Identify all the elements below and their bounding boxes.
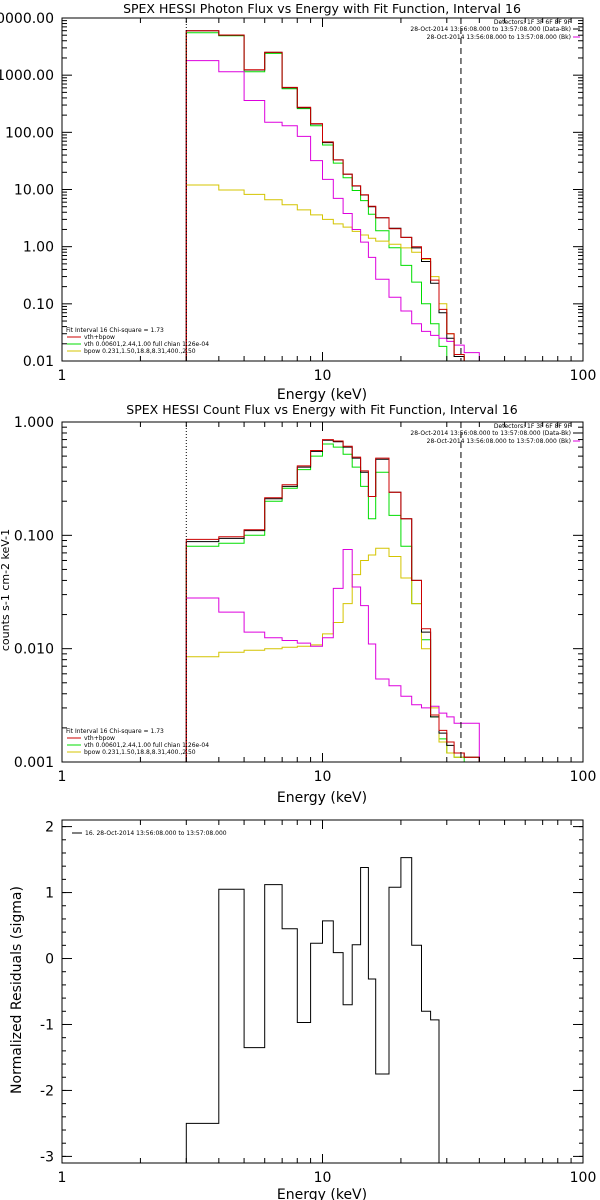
residuals-ylabel: Normalized Residuals (sigma) bbox=[9, 886, 25, 1094]
series-data-line bbox=[185, 439, 480, 762]
y-tick-label: 100.00 bbox=[5, 125, 54, 141]
series-data-line bbox=[185, 30, 465, 361]
x-tick-label: 10 bbox=[314, 1170, 332, 1186]
y-tick-label: 1 bbox=[45, 886, 54, 902]
x-tick-label: 10 bbox=[314, 368, 332, 384]
y-tick-label: 10.00 bbox=[14, 183, 54, 199]
series-vth-line bbox=[185, 32, 448, 361]
axes-frame bbox=[61, 819, 584, 1164]
residuals-xlabel: Energy (keV) bbox=[277, 1187, 367, 1200]
axes-frame bbox=[61, 17, 584, 362]
series-vth-line bbox=[185, 443, 480, 762]
y-tick-label: 0.010 bbox=[14, 642, 54, 658]
y-tick-label: 0.10 bbox=[23, 297, 54, 313]
residuals-panel: 1 10 100 -3 -2 -1 0 1 2 16. 28-Oct-2014 13:56:08.… bbox=[9, 819, 597, 1200]
x-tick-label: 100 bbox=[570, 1170, 597, 1186]
photon-flux-title: SPEX HESSI Photon Flux vs Energy with Fi… bbox=[123, 1, 521, 16]
y-tick-label: 0 bbox=[45, 952, 54, 968]
info-right-text: 28-Oct-2014 13:56:08.000 to 13:57:08.000… bbox=[410, 430, 571, 437]
x-tick-label: 1 bbox=[58, 368, 67, 384]
x-tick-label: 10 bbox=[314, 769, 332, 785]
info-left-text: vth+bpow bbox=[84, 334, 115, 341]
series-bkg-line bbox=[185, 549, 480, 762]
series-bkg-line bbox=[185, 60, 480, 361]
info-right-text: 28-Oct-2014 13:56:08.000 to 13:57:08.000… bbox=[427, 438, 571, 445]
series-group bbox=[185, 439, 480, 762]
count-flux-plot-area: 1 10 100 0.001 0.010 0.100 1.000 Detectors: 1F … bbox=[14, 415, 596, 785]
info-right-text: 28-Oct-2014 13:56:08.000 to 13:57:08.000… bbox=[410, 26, 571, 33]
y-tick-label: 10000.00 bbox=[0, 11, 54, 27]
y-tick-label: 1.00 bbox=[23, 240, 54, 256]
x-tick-label: 1 bbox=[58, 769, 67, 785]
series-bpow-line bbox=[185, 184, 465, 361]
series-vth-bpow-line bbox=[185, 30, 465, 361]
x-tick-label: 100 bbox=[570, 368, 597, 384]
y-tick-label: -2 bbox=[40, 1083, 54, 1099]
info-left-text: vth 0.00601,2.44,1.00 full chian 1.26e-0… bbox=[84, 742, 209, 749]
count-flux-xlabel: Energy (keV) bbox=[277, 790, 367, 806]
info-left-text: vth+bpow bbox=[84, 735, 115, 742]
y-tick-label: 2 bbox=[45, 820, 54, 836]
y-tick-label: -3 bbox=[40, 1149, 54, 1165]
y-tick-label: 0.01 bbox=[23, 354, 54, 370]
info-left-text: bpow 0.231,1.50,18.8,8.31,400.,2.50 bbox=[84, 749, 196, 756]
series-vth-bpow-line bbox=[185, 439, 480, 762]
series-bpow-line bbox=[185, 547, 480, 762]
count-flux-panel: SPEX HESSI Count Flux vs Energy with Fit… bbox=[0, 402, 596, 806]
photon-flux-panel: SPEX HESSI Photon Flux vs Energy with Fi… bbox=[0, 1, 596, 403]
residuals-plot-area: 1 10 100 -3 -2 -1 0 1 2 16. 28-Oct-2014 13:56:08.… bbox=[40, 819, 597, 1186]
y-tick-label: 0.100 bbox=[14, 528, 54, 544]
photon-flux-xlabel: Energy (keV) bbox=[277, 387, 367, 403]
legend-text: 16. 28-Oct-2014 13:56:08.000 to 13:57:08… bbox=[85, 830, 227, 837]
x-tick-label: 1 bbox=[58, 1170, 67, 1186]
info-left-text: Fit Interval 16 Chi-square = 1.73 bbox=[66, 728, 164, 735]
info-left-text: bpow 0.231,1.50,18.8,8.31,400.,2.50 bbox=[84, 348, 196, 355]
series-group bbox=[185, 857, 465, 1163]
y-tick-label: 0.001 bbox=[14, 755, 54, 771]
info-left-text: Fit Interval 16 Chi-square = 1.73 bbox=[66, 327, 164, 334]
count-flux-ylabel: counts s-1 cm-2 keV-1 bbox=[0, 529, 12, 651]
y-tick-label: 1.000 bbox=[14, 415, 54, 431]
photon-flux-plot-area: 1 10 100 0.01 0.10 1.00 10.00 100.00 1000.00 1000… bbox=[0, 11, 596, 384]
axes-frame bbox=[61, 421, 584, 763]
info-left-text: vth 0.00601,2.44,1.00 full chian 1.26e-0… bbox=[84, 341, 209, 348]
series-group bbox=[185, 30, 480, 361]
info-right-text: 28-Oct-2014 13:56:08.000 to 13:57:08.000… bbox=[427, 34, 571, 41]
count-flux-title: SPEX HESSI Count Flux vs Energy with Fit… bbox=[126, 402, 517, 417]
y-tick-label: -1 bbox=[40, 1017, 54, 1033]
info-right-text: Detectors: 1F 3F 6F 8F 9F bbox=[494, 19, 572, 26]
series-16-28-oct-2014-13-56-08-000-to-13-57-08-000-line bbox=[185, 857, 465, 1163]
x-tick-label: 100 bbox=[570, 769, 597, 785]
y-tick-label: 1000.00 bbox=[0, 68, 54, 84]
info-right-text: Detectors: 1F 3F 6F 8F 9F bbox=[494, 423, 572, 430]
